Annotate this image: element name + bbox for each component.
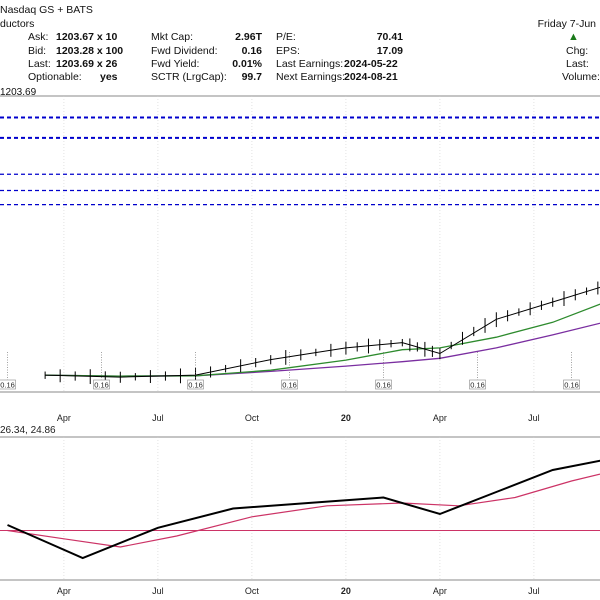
sctr-label: SCTR (LrgCap): [151,71,227,83]
oscillator-x-axis: AprJulOct20AprJulOct21AprJulOct22AprJulO… [57,586,540,596]
fwd-div-label: Fwd Dividend: [151,45,218,57]
next-earnings-value: 2024-08-21 [344,71,398,83]
last-label: Last: [28,58,51,70]
price-x-tick: Apr [57,413,71,423]
fwd-div-value: 0.16 [241,45,262,57]
dividend-label: 0.16 [282,381,297,390]
dividend-label: 0.16 [564,381,579,390]
osc-x-tick: Apr [433,586,447,596]
quote-header: Nasdaq GS + BATS ductors Friday 7-Jun As… [0,0,600,98]
optionable-value: yes [100,71,118,83]
bid-label: Bid: [28,45,47,57]
dividend-box [0,379,16,390]
price-x-tick: Jul [528,413,540,423]
last-value: 1203.69 x 26 [56,58,118,70]
chg-label: Chg: [566,45,589,57]
osc-x-tick: 20 [341,586,351,596]
osc-slow-line [7,473,600,548]
last-earnings-label: Last Earnings: [276,58,344,70]
sctr-value: 99.7 [241,71,262,83]
osc-x-tick: Oct [245,586,260,596]
oscillator-readout: 26.34, 24.86 [0,425,56,436]
pe-label: P/E: [276,31,296,43]
ask-label: Ask: [28,31,49,43]
eps-label: EPS: [276,45,300,57]
last-earnings-value: 2024-05-22 [344,58,398,70]
bid-value: 1203.28 x 100 [56,45,124,57]
mktcap-label: Mkt Cap: [151,31,194,43]
dividend-box [281,379,298,390]
osc-x-tick: Jul [152,586,164,596]
mktcap-value: 2.96T [235,31,262,43]
ask-value: 1203.67 x 10 [56,31,118,43]
volume-label: Volume: [562,71,600,83]
exchange-label: Nasdaq GS + BATS [0,4,93,16]
fwd-yield-value: 0.01% [232,58,262,70]
osc-x-tick: Apr [57,586,71,596]
price-line [45,286,600,378]
eps-value: 17.09 [376,45,403,57]
company-name: ductors [0,18,35,30]
up-arrow-icon: ▲ [568,31,579,43]
dividend-box [187,379,204,390]
dividend-markers: 0.160.160.160.160.160.160.160.160.160.16… [0,352,580,390]
last-price-label: Last: [566,58,589,70]
price-x-axis: AprJulOct20AprJulOct21AprJulOct22AprJulO… [57,413,540,423]
dividend-label: 0.16 [94,381,109,390]
price-readout: 1203.69 [0,87,37,98]
optionable-label: Optionable: [28,71,82,83]
price-x-tick: 20 [341,413,351,423]
oscillator-grid [0,436,600,581]
ma-slow-line [45,322,600,377]
dividend-label: 0.16 [0,381,15,390]
dividend-label: 0.16 [188,381,203,390]
dividend-label: 0.16 [376,381,391,390]
oscillator-series [7,459,600,560]
osc-x-tick: Jul [528,586,540,596]
dividend-box [375,379,392,390]
osc-fast-line [7,459,600,560]
dividend-box [93,379,110,390]
ma-fast-line [45,303,600,377]
pe-value: 70.41 [376,31,403,43]
price-x-tick: Jul [152,413,164,423]
price-series [44,281,600,385]
quote-date: Friday 7-Jun [537,18,596,30]
price-levels [0,116,600,206]
dividend-label: 0.16 [470,381,485,390]
fwd-yield-label: Fwd Yield: [151,58,200,70]
dividend-box [563,379,580,390]
next-earnings-label: Next Earnings: [276,71,345,83]
price-x-tick: Apr [433,413,447,423]
price-grid [0,95,600,393]
price-x-tick: Oct [245,413,260,423]
dividend-box [469,379,486,390]
